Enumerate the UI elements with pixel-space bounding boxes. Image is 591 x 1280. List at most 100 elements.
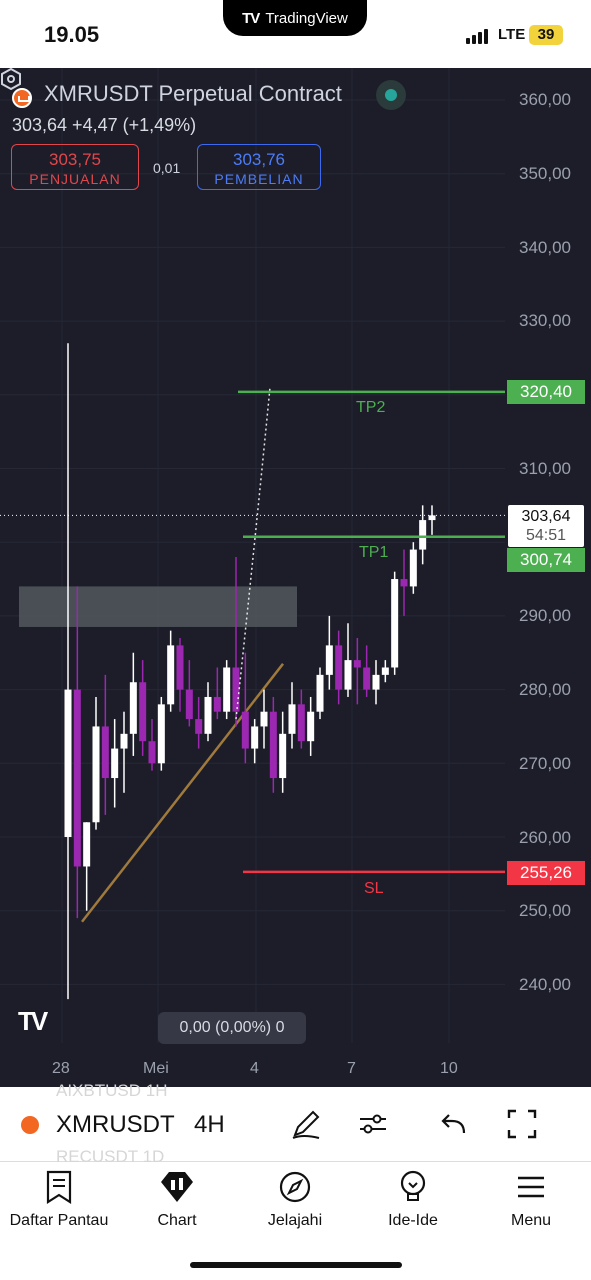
candle-body bbox=[353, 660, 361, 668]
candle-body bbox=[260, 711, 268, 727]
undo-icon[interactable] bbox=[436, 1107, 470, 1141]
trendline bbox=[81, 663, 284, 923]
date-axis-label: 10 bbox=[440, 1060, 458, 1077]
tab-ideas[interactable]: Ide-Ide bbox=[354, 1162, 472, 1230]
price-change: 303,64 +4,47 (+1,49%) bbox=[12, 115, 197, 135]
tp2-price-tag[interactable]: 320,40 bbox=[507, 380, 585, 404]
candle-body bbox=[409, 549, 417, 587]
tab-label: Jelajahi bbox=[267, 1212, 323, 1229]
date-axis-label: 4 bbox=[250, 1060, 259, 1077]
watchlist-icon bbox=[46, 1170, 72, 1204]
candle-body bbox=[269, 711, 277, 779]
sliders-icon[interactable] bbox=[356, 1107, 390, 1141]
candle-body bbox=[167, 645, 175, 705]
candle-body bbox=[381, 667, 389, 675]
price-axis-label: 330,00 bbox=[519, 311, 571, 330]
tradingview-logo-icon: TV bbox=[242, 9, 260, 27]
candle-body bbox=[73, 689, 81, 867]
sell-button[interactable]: 303,75 PENJUALAN bbox=[11, 144, 139, 190]
tab-menu[interactable]: Menu bbox=[472, 1162, 590, 1230]
candle-body bbox=[120, 733, 128, 749]
battery-icon: 39 bbox=[529, 25, 563, 45]
tp2-label: TP2 bbox=[356, 399, 386, 416]
market-status-icon[interactable] bbox=[376, 80, 406, 110]
price-axis-label: 310,00 bbox=[519, 459, 571, 478]
tab-label: Chart bbox=[157, 1212, 197, 1229]
status-bar: 19.05 TV TradingView LTE 39 bbox=[0, 0, 591, 68]
price-axis-label: 340,00 bbox=[519, 238, 571, 257]
candle-body bbox=[372, 674, 380, 690]
candle-body bbox=[101, 726, 109, 779]
candle-body bbox=[195, 719, 203, 734]
candle-body bbox=[363, 667, 371, 690]
candle-body bbox=[251, 726, 259, 749]
menu-icon bbox=[518, 1176, 544, 1198]
candle-body bbox=[428, 515, 436, 521]
home-indicator[interactable] bbox=[190, 1262, 402, 1268]
sl-label: SL bbox=[364, 880, 384, 897]
current-price-tag: 303,64 54:51 bbox=[508, 505, 584, 547]
clock: 19.05 bbox=[44, 22, 100, 47]
tab-label: Daftar Pantau bbox=[9, 1212, 109, 1229]
ghost-symbol-below: RECUSDT 1D bbox=[56, 1147, 165, 1166]
chart-area[interactable]: XMRUSDT Perpetual Contract 303,64 +4,47 … bbox=[0, 68, 591, 1087]
symbol-selector[interactable]: XMRUSDT bbox=[56, 1111, 175, 1138]
tab-watchlist[interactable]: Daftar Pantau bbox=[0, 1162, 118, 1230]
compass-icon bbox=[279, 1171, 311, 1203]
buy-button[interactable]: 303,76 PEMBELIAN bbox=[197, 144, 321, 190]
price-axis-label: 240,00 bbox=[519, 975, 571, 994]
date-axis-label: 7 bbox=[347, 1060, 356, 1077]
candle-body bbox=[139, 682, 147, 742]
spread-value: 0,01 bbox=[153, 160, 181, 176]
symbol-title[interactable]: XMRUSDT Perpetual Contract bbox=[44, 81, 342, 106]
candle-body bbox=[83, 822, 91, 867]
candle-body bbox=[335, 645, 343, 690]
chart-canvas[interactable] bbox=[0, 68, 591, 1087]
pen-icon[interactable] bbox=[289, 1107, 323, 1141]
sell-price: 303,75 bbox=[49, 150, 101, 169]
candle-body bbox=[204, 696, 212, 734]
current-price: 303,64 bbox=[521, 508, 571, 525]
tab-label: Menu bbox=[510, 1212, 552, 1229]
tp1-price-tag[interactable]: 300,74 bbox=[507, 548, 585, 572]
candle-body bbox=[391, 579, 399, 668]
timeframe-selector[interactable]: 4H bbox=[194, 1111, 225, 1138]
chart-settings-icon[interactable] bbox=[0, 68, 22, 90]
tab-explore[interactable]: Jelajahi bbox=[236, 1162, 354, 1230]
fullscreen-icon[interactable] bbox=[505, 1107, 539, 1141]
symbol-toolbar: AIXBTUSD 1H RECUSDT 1D XMRUSDT 4H bbox=[0, 1081, 591, 1166]
buy-label: PEMBELIAN bbox=[214, 171, 304, 187]
tp1-label: TP1 bbox=[359, 544, 389, 561]
sl-price-tag[interactable]: 255,26 bbox=[507, 861, 585, 885]
supply-zone bbox=[19, 586, 297, 627]
network-type: LTE bbox=[498, 26, 526, 43]
date-axis-label: Mei bbox=[143, 1060, 169, 1077]
candle-body bbox=[307, 711, 315, 742]
price-axis-label: 360,00 bbox=[519, 90, 571, 109]
ghost-symbol-above: AIXBTUSD 1H bbox=[56, 1081, 168, 1100]
sell-label: PENJUALAN bbox=[29, 171, 121, 187]
monero-coin-icon bbox=[12, 88, 32, 108]
candle-body bbox=[213, 696, 221, 712]
candle-body bbox=[111, 748, 119, 779]
candle-body bbox=[92, 726, 100, 823]
bar-countdown: 54:51 bbox=[525, 527, 567, 544]
island-label: TradingView bbox=[265, 9, 348, 27]
tab-chart[interactable]: Chart bbox=[118, 1162, 236, 1230]
data-window-pill[interactable]: 0,00 (0,00%) 0 bbox=[158, 1012, 306, 1044]
candle-body bbox=[316, 674, 324, 712]
projection-path bbox=[235, 387, 271, 720]
candle-body bbox=[419, 520, 427, 550]
bottom-tab-bar: Daftar Pantau Chart Jelajahi Ide-Ide Men… bbox=[0, 1162, 591, 1280]
candle-body bbox=[64, 689, 72, 837]
price-axis-label: 290,00 bbox=[519, 606, 571, 625]
price-axis-label: 350,00 bbox=[519, 164, 571, 183]
dynamic-island[interactable]: TV TradingView bbox=[223, 0, 367, 36]
candle-body bbox=[176, 645, 184, 690]
tradingview-watermark-icon[interactable]: TV bbox=[18, 1006, 48, 1036]
price-axis-label: 270,00 bbox=[519, 754, 571, 773]
tab-label: Ide-Ide bbox=[388, 1212, 438, 1229]
signal-icon bbox=[466, 28, 488, 44]
lightbulb-icon bbox=[400, 1170, 426, 1201]
candle-body bbox=[129, 682, 137, 734]
